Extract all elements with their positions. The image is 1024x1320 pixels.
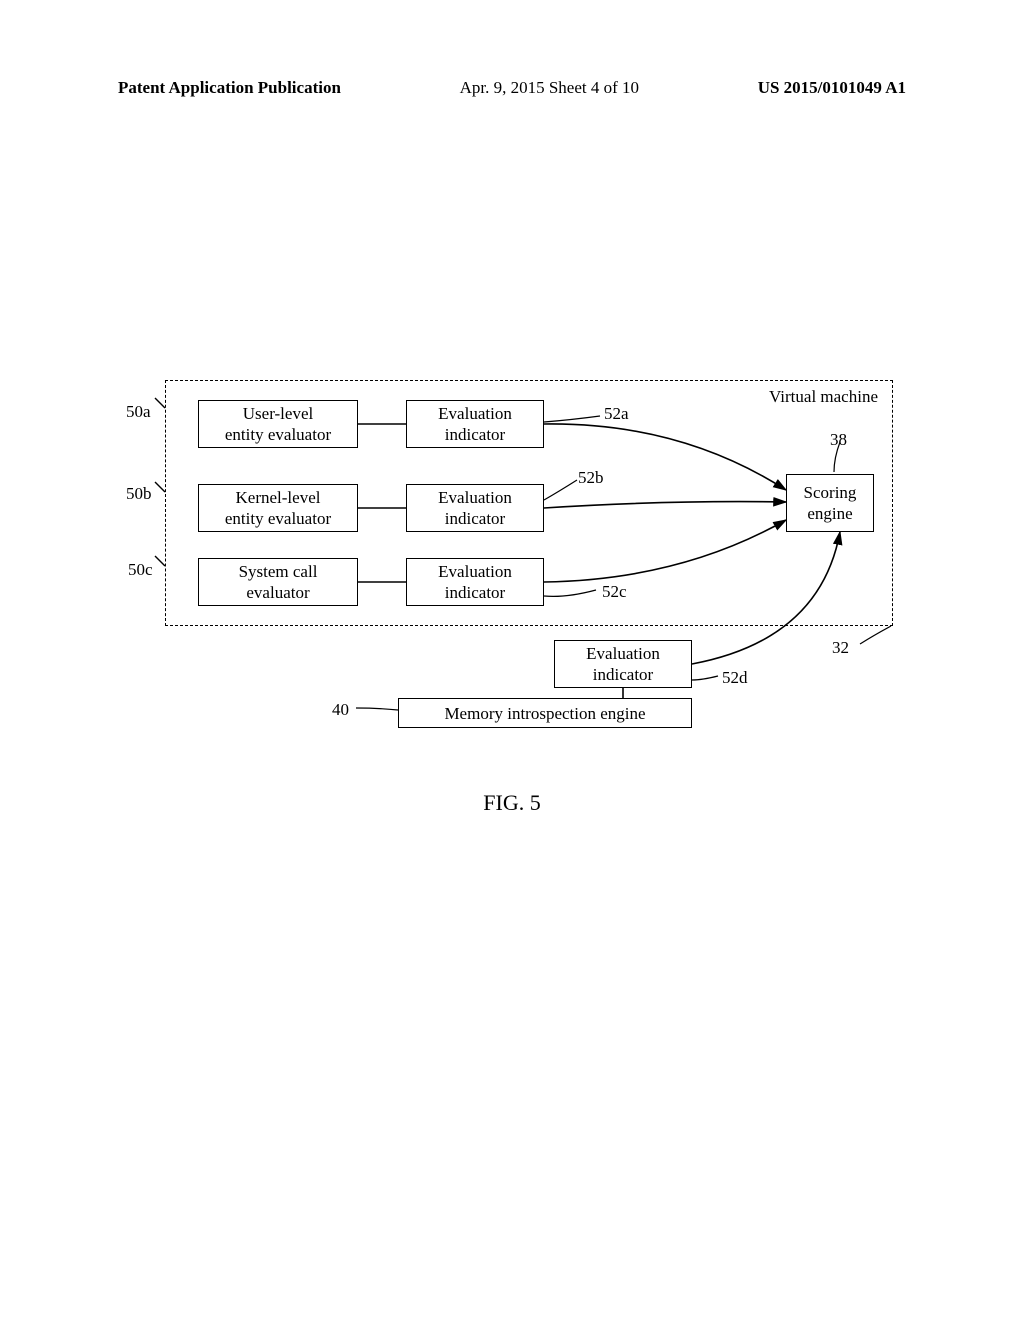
kernel-level-entity-evaluator: Kernel-level entity evaluator: [198, 484, 358, 532]
figure-5-diagram: Virtual machine User-level entity evalua…: [140, 380, 900, 800]
box-line1: System call: [239, 561, 318, 582]
header-right: US 2015/0101049 A1: [758, 78, 906, 98]
box-line1: Kernel-level: [236, 487, 321, 508]
box-line2: indicator: [593, 664, 653, 685]
ref-38: 38: [830, 430, 847, 450]
header-left: Patent Application Publication: [118, 78, 341, 98]
page-header: Patent Application Publication Apr. 9, 2…: [0, 78, 1024, 98]
box-line2: engine: [807, 503, 852, 524]
header-center: Apr. 9, 2015 Sheet 4 of 10: [460, 78, 639, 98]
box-line2: indicator: [445, 508, 505, 529]
box-line2: entity evaluator: [225, 508, 331, 529]
ref-52a: 52a: [604, 404, 629, 424]
box-line1: Scoring: [804, 482, 857, 503]
box-line2: evaluator: [246, 582, 309, 603]
ref-52b: 52b: [578, 468, 604, 488]
box-line2: indicator: [445, 582, 505, 603]
evaluation-indicator-52d: Evaluation indicator: [554, 640, 692, 688]
box-line2: indicator: [445, 424, 505, 445]
scoring-engine: Scoring engine: [786, 474, 874, 532]
box-line1: Memory introspection engine: [444, 703, 645, 724]
evaluation-indicator-52b: Evaluation indicator: [406, 484, 544, 532]
user-level-entity-evaluator: User-level entity evaluator: [198, 400, 358, 448]
ref-50b: 50b: [126, 484, 152, 504]
box-line1: Evaluation: [438, 561, 512, 582]
memory-introspection-engine: Memory introspection engine: [398, 698, 692, 728]
ref-32: 32: [832, 638, 849, 658]
system-call-evaluator: System call evaluator: [198, 558, 358, 606]
ref-40: 40: [332, 700, 349, 720]
evaluation-indicator-52a: Evaluation indicator: [406, 400, 544, 448]
ref-50c: 50c: [128, 560, 153, 580]
evaluation-indicator-52c: Evaluation indicator: [406, 558, 544, 606]
box-line1: User-level: [243, 403, 313, 424]
figure-caption: FIG. 5: [0, 790, 1024, 816]
ref-52c: 52c: [602, 582, 627, 602]
virtual-machine-label: Virtual machine: [769, 387, 878, 407]
box-line1: Evaluation: [586, 643, 660, 664]
box-line1: Evaluation: [438, 403, 512, 424]
box-line1: Evaluation: [438, 487, 512, 508]
box-line2: entity evaluator: [225, 424, 331, 445]
ref-52d: 52d: [722, 668, 748, 688]
ref-50a: 50a: [126, 402, 151, 422]
